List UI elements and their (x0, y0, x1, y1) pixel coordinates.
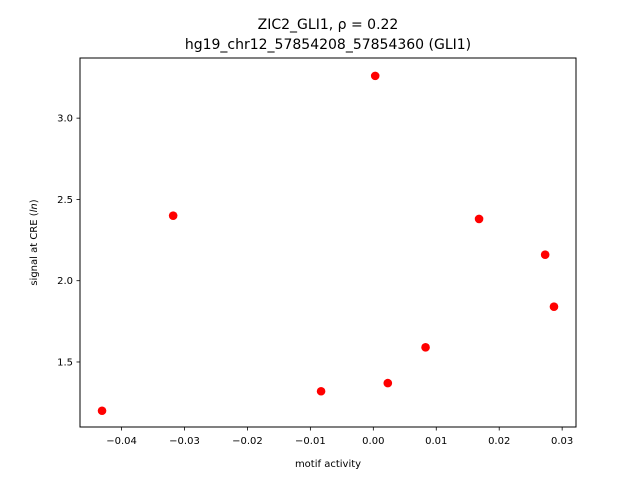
y-axis-label-italic: ln (29, 203, 40, 212)
y-tick-label: 3.0 (57, 114, 73, 125)
data-point (370, 71, 380, 81)
data-point (383, 378, 393, 388)
x-tick-label: 0.03 (551, 436, 573, 447)
data-point (421, 343, 430, 352)
x-axis: −0.04 −0.03 −0.02 −0.01 0.00 0.01 0.02 0.03 (106, 427, 573, 447)
x-tick-label: −0.01 (295, 436, 326, 447)
y-axis-label: signal at CRE (ln) (29, 199, 40, 285)
data-point (316, 386, 326, 396)
y-tick-label: 2.5 (57, 195, 73, 206)
y-axis-label-suffix: ) (29, 199, 40, 203)
data-point (474, 214, 484, 224)
x-tick-label: 0.01 (425, 436, 447, 447)
data-point (97, 406, 107, 416)
plot-frame (79, 57, 577, 428)
chart-title-line1: ZIC2_GLI1, ρ = 0.22 (258, 17, 399, 33)
data-point (549, 302, 559, 312)
x-tick-label: −0.02 (232, 436, 263, 447)
plot-area (97, 71, 559, 416)
y-axis: 1.5 2.0 2.5 3.0 (57, 114, 80, 368)
x-tick-label: 0.02 (488, 436, 510, 447)
y-tick-label: 1.5 (57, 357, 73, 368)
data-point (540, 250, 550, 259)
data-point (168, 211, 178, 220)
x-axis-label: motif activity (295, 459, 361, 470)
x-tick-label: −0.04 (106, 436, 137, 447)
chart-title-line2: hg19_chr12_57854208_57854360 (GLI1) (185, 37, 471, 53)
x-tick-label: −0.03 (169, 436, 200, 447)
y-axis-label-prefix: signal at CRE ( (29, 212, 40, 285)
y-tick-label: 2.0 (57, 276, 73, 287)
x-tick-label: 0.00 (362, 436, 384, 447)
